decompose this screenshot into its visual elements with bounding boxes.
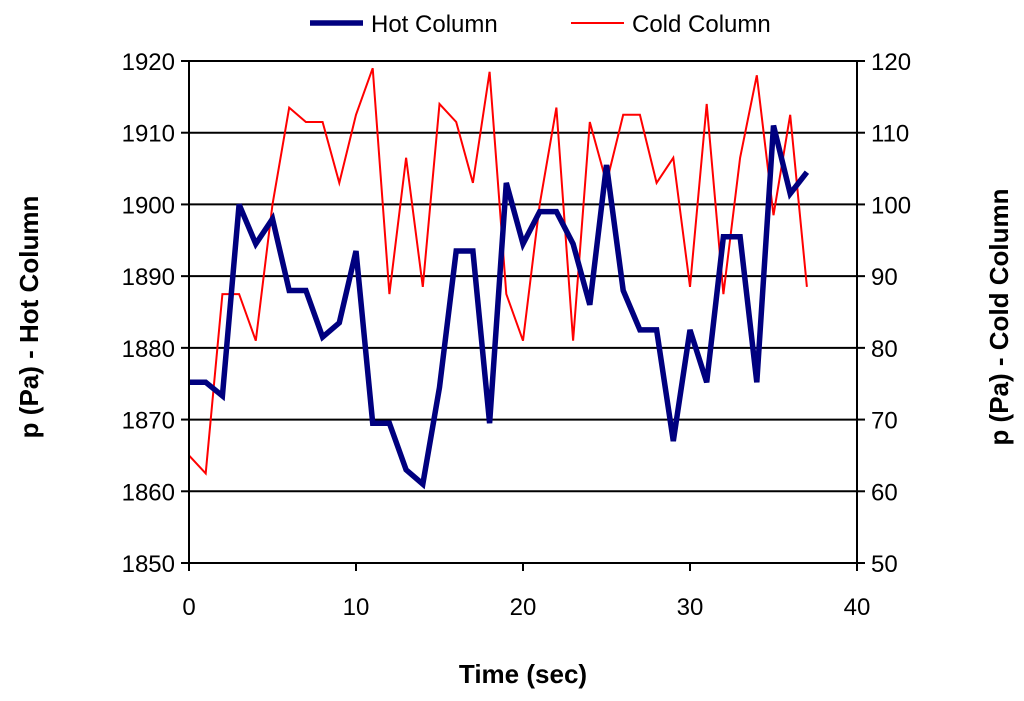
series-layer: [188, 67, 810, 490]
y-right-tick-label: 50: [871, 551, 898, 578]
y-axis-left-title: p (Pa) - Hot Column: [14, 196, 44, 439]
y-left-tick-label: 1860: [122, 479, 175, 506]
y-left-tick-label: 1870: [122, 408, 175, 435]
x-tick-label: 20: [510, 594, 537, 621]
x-axis-title: Time (sec): [459, 659, 587, 689]
y-right-tick-label: 100: [871, 192, 911, 219]
y-right-tick-label: 80: [871, 336, 898, 363]
plot-frame: [188, 60, 858, 564]
tick-layer: 0 10 20 30 40 1850 1860 1870 1880 1890 1900 1910 192…: [122, 49, 911, 621]
legend-label-hot-column: Hot Column: [371, 11, 498, 38]
y-right-tick-label: 60: [871, 479, 898, 506]
gridlines: [189, 60, 857, 564]
x-tick-label: 0: [182, 594, 195, 621]
x-tick-label: 40: [844, 594, 871, 621]
series-line-hot-column: [189, 124, 810, 490]
series-line-cold-column: [188, 67, 808, 476]
y-right-tick-label: 70: [871, 408, 898, 435]
y-right-tick-label: 110: [871, 121, 909, 148]
y-right-tick-label: 120: [871, 49, 911, 76]
x-tick-label: 30: [677, 594, 704, 621]
y-left-tick-label: 1890: [122, 264, 175, 291]
y-left-tick-label: 1900: [122, 192, 175, 219]
y-left-tick-label: 1910: [122, 121, 175, 148]
y-axis-right-title: p (Pa) - Cold Column: [984, 188, 1014, 445]
legend: Hot Column Cold Column: [310, 11, 771, 38]
x-tick-label: 10: [343, 594, 370, 621]
y-left-tick-label: 1850: [122, 551, 175, 578]
y-left-tick-label: 1920: [122, 49, 175, 76]
y-right-tick-label: 90: [871, 264, 898, 291]
legend-label-cold-column: Cold Column: [632, 11, 771, 38]
y-left-tick-label: 1880: [122, 336, 175, 363]
